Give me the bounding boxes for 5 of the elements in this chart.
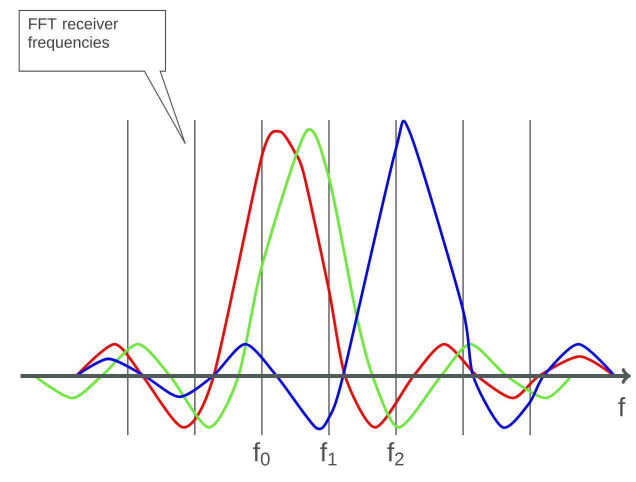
x-tick-label: f$_{2}$	[387, 442, 404, 466]
x-axis-title: f	[618, 396, 626, 416]
x-tick-label: f$_{0}$	[253, 442, 270, 466]
text: FFT receiver frequencies	[28, 18, 118, 51]
x-tick-label: f$_{1}$	[320, 442, 337, 466]
